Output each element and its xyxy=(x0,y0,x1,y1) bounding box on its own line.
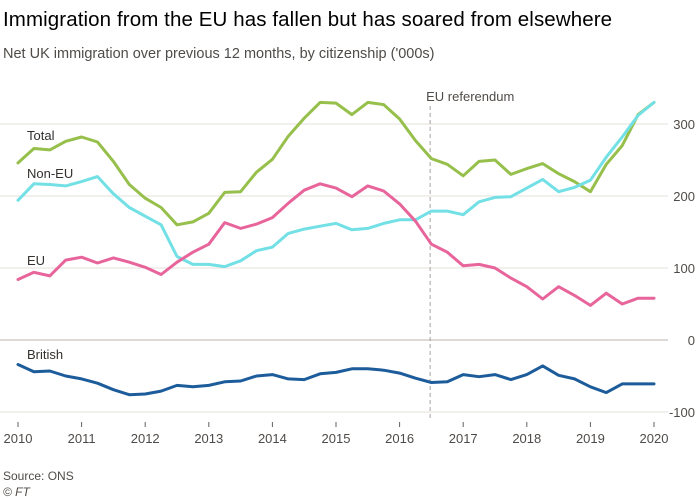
eu-referendum-label: EU referendum xyxy=(426,89,514,104)
x-tick-label: 2020 xyxy=(640,431,669,446)
x-tick-label: 2012 xyxy=(131,431,160,446)
y-tick-label: 100 xyxy=(673,261,695,276)
series-line-eu xyxy=(16,182,656,307)
series-line-british xyxy=(16,363,656,397)
x-tick-label: 2019 xyxy=(576,431,605,446)
y-tick-label: 200 xyxy=(673,189,695,204)
chart-title: Immigration from the EU has fallen but h… xyxy=(3,8,613,31)
x-tick-label: 2010 xyxy=(4,431,33,446)
x-tick-label: 2015 xyxy=(322,431,351,446)
y-tick-label: 300 xyxy=(673,117,695,132)
series-line-non-eu xyxy=(16,100,656,269)
series-label-british: British xyxy=(27,347,63,362)
series-line-total xyxy=(16,100,656,227)
series-label-total: Total xyxy=(27,128,55,143)
copyright-note: © FT xyxy=(3,485,30,499)
x-tick-label: 2017 xyxy=(449,431,478,446)
chart-subtitle: Net UK immigration over previous 12 mont… xyxy=(3,46,435,62)
series-label-eu: EU xyxy=(27,253,45,268)
y-tick-label: -100 xyxy=(669,405,695,420)
x-tick-label: 2014 xyxy=(258,431,287,446)
series-label-non-eu: Non-EU xyxy=(27,166,73,181)
line-chart: -100 0 100 200 300 2010 2011 2012 2013 2014 2015 20… xyxy=(0,89,695,446)
x-tick-label: 2016 xyxy=(385,431,414,446)
x-tick-label: 2011 xyxy=(68,431,96,446)
source-note: Source: ONS xyxy=(3,469,74,483)
y-tick-label: 0 xyxy=(688,333,695,348)
x-tick-label: 2018 xyxy=(512,431,541,446)
x-tick-label: 2013 xyxy=(194,431,223,446)
